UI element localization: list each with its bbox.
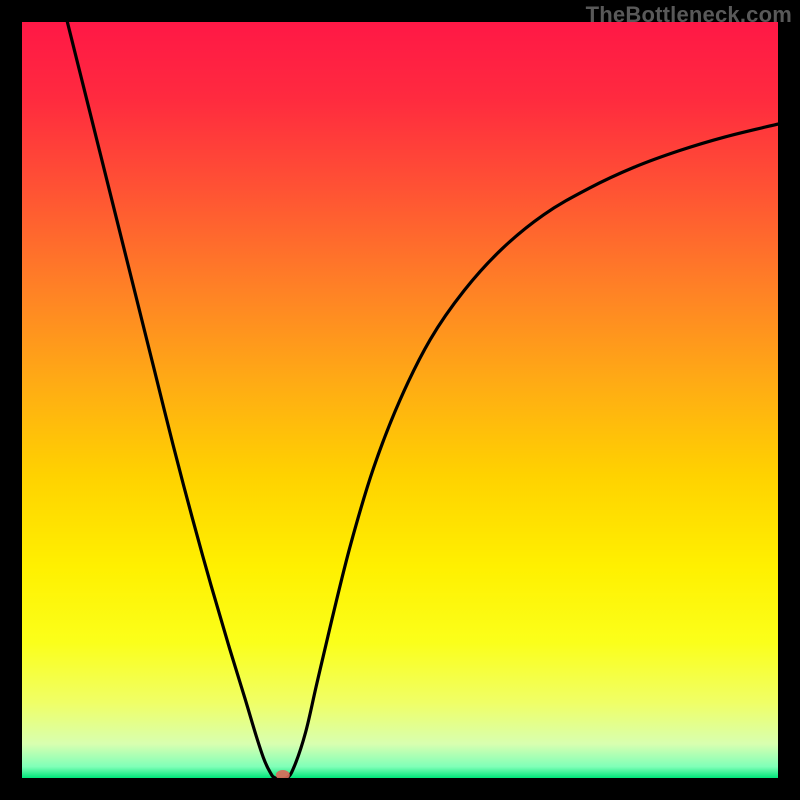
chart-frame [0,0,800,800]
bottleneck-chart [0,0,800,800]
watermark-text: TheBottleneck.com [586,2,792,28]
plot-area [22,22,778,780]
